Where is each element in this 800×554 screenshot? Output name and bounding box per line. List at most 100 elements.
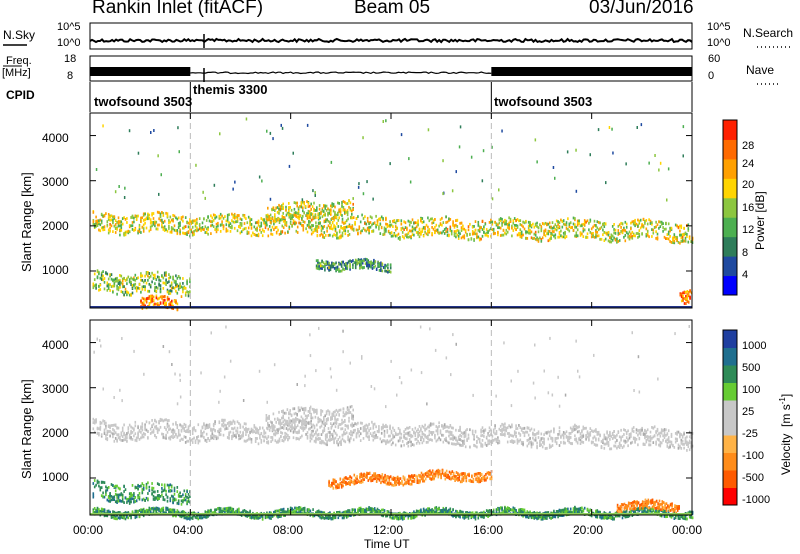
velocity-panel-cell: [201, 426, 204, 429]
power-panel-cell: [534, 233, 537, 237]
velocity-panel-cell: [173, 435, 176, 439]
power-panel-cell: [333, 262, 336, 266]
power-panel-cell: [124, 279, 127, 282]
velocity-panel-cell: [105, 434, 107, 437]
velocity-panel-cell: [229, 430, 232, 434]
power-panel-cell: [142, 213, 145, 217]
velocity-panel-cell: [667, 436, 670, 439]
power-panel-cell: [298, 221, 300, 225]
velocity-panel-cell: [308, 421, 310, 425]
velocity-panel-cell: [280, 435, 282, 438]
power-panel-cell: [537, 226, 540, 230]
power-panel-cell: [184, 225, 187, 228]
velocity-panel-cell: [166, 430, 169, 434]
velocity-panel-cell: [562, 434, 565, 437]
power-panel-cell: [681, 235, 684, 239]
power-panel-cell: [312, 224, 314, 227]
velocity-panel-cell: [151, 488, 153, 492]
power-panel-cell: [271, 233, 274, 236]
power-panel-cell: [602, 223, 604, 227]
power-panel-cell: [617, 229, 620, 232]
power-panel-cell: [623, 235, 625, 239]
power-panel-cell: [187, 294, 190, 298]
velocity-panel-cell: [575, 427, 578, 431]
power-panel-cell: [631, 236, 634, 240]
power-panel-cell: [147, 274, 149, 278]
power-panel-cell: [151, 271, 153, 275]
power-panel-cell: [169, 284, 172, 288]
velocity-panel-cell: [99, 428, 102, 431]
power-panel-cell: [525, 231, 527, 235]
power-panel-cell: [217, 224, 219, 228]
velocity-panel-cell: [353, 479, 356, 483]
power-panel-cell: [455, 235, 457, 239]
velocity-panel-cell: [408, 438, 411, 441]
velocity-panel-cell: [360, 472, 363, 476]
velocity-panel-cell: [107, 495, 110, 498]
power-panel-cell: [355, 228, 358, 232]
power-panel-cell: [123, 232, 125, 235]
velocity-panel-cell: [229, 420, 232, 424]
velocity-panel-cell: [170, 429, 173, 433]
power-panel-cell: [133, 216, 135, 220]
velocity-panel-cell: [189, 424, 191, 428]
power-panel-cell: [291, 224, 293, 228]
power-panel-cell: [259, 225, 261, 228]
velocity-panel-cell: [541, 441, 544, 444]
power-panel-sparse-cell: [625, 162, 627, 166]
power-panel-cell: [330, 227, 333, 230]
velocity-panel-cell: [618, 435, 621, 439]
power-panel-cell: [389, 263, 392, 267]
power-panel-cell: [296, 204, 298, 208]
power-panel-cell: [411, 229, 414, 233]
velocity-panel-cell: [302, 419, 304, 423]
velocity-panel-cell: [319, 441, 321, 444]
velocity-panel-cell: [121, 493, 124, 497]
power-panel-cell: [154, 276, 156, 280]
power-panel-cell: [530, 225, 533, 229]
power-panel-cell: [349, 264, 351, 268]
power-panel-cell: [537, 237, 540, 241]
power-panel-cell: [673, 234, 676, 238]
velocity-panel-cell: [133, 494, 135, 498]
power-panel-cell: [120, 229, 123, 232]
velocity-panel-cell: [383, 429, 386, 433]
velocity-panel-cell: [147, 498, 149, 502]
power-panel-cell: [335, 268, 337, 272]
velocity-panel-cell: [352, 414, 354, 418]
power-panel-cell: [617, 240, 620, 243]
velocity-panel-cell: [617, 431, 620, 434]
velocity-panel-cell: [676, 439, 678, 442]
power-panel-cell: [333, 224, 335, 228]
vel-cbar-tick-1000: 1000: [742, 340, 767, 352]
power-panel-cell: [273, 219, 275, 223]
power-panel-cell: [226, 219, 229, 223]
power-panel-cell: [144, 279, 146, 282]
velocity-panel-cell: [92, 494, 95, 498]
velocity-panel-cell: [338, 413, 340, 417]
power-panel-cell: [257, 223, 260, 227]
power-panel-cell: [466, 234, 468, 237]
velocity-panel-cell: [578, 429, 580, 433]
velocity-panel-cell: [287, 438, 289, 442]
velocity-panel-cell: [131, 426, 134, 430]
power-panel-cell: [333, 233, 335, 236]
power-panel-cell: [156, 210, 159, 214]
power-panel-cell: [155, 285, 158, 289]
vel-cbar-tick-500: 500: [742, 362, 761, 374]
velocity-panel-cell: [102, 419, 104, 423]
velocity-panel-cell: [120, 499, 123, 503]
velocity-panel-cell: [345, 481, 347, 484]
velocity-panel-cell: [173, 486, 176, 490]
velocity-panel-cell: [117, 436, 120, 440]
velocity-panel-cell: [532, 442, 534, 445]
power-panel-cell: [324, 263, 326, 267]
power-panel-cell: [642, 225, 645, 229]
velocity-panel-cell: [448, 434, 450, 438]
velocity-panel-cell: [200, 429, 202, 433]
velocity-panel-cell: [239, 430, 242, 434]
power-panel-cell: [389, 232, 391, 235]
power-panel-cell: [176, 229, 179, 233]
power-panel-cell: [106, 284, 109, 288]
velocity-panel-cell: [439, 429, 442, 433]
